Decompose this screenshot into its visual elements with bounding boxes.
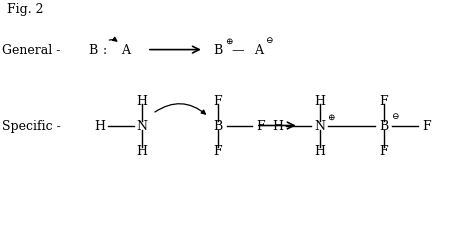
Text: F: F: [214, 145, 222, 158]
FancyArrowPatch shape: [109, 38, 117, 42]
Text: B: B: [213, 44, 223, 57]
Text: ⊕: ⊕: [327, 112, 334, 121]
Text: F: F: [422, 120, 431, 132]
Text: A: A: [254, 44, 263, 57]
Text: General -: General -: [2, 44, 61, 57]
Text: —: —: [232, 44, 245, 57]
Text: H: H: [314, 145, 326, 158]
Text: H: H: [94, 120, 105, 132]
Text: ⊕: ⊕: [225, 36, 232, 45]
Text: H: H: [137, 94, 148, 107]
Text: ⊖: ⊖: [265, 36, 273, 45]
Text: B: B: [379, 120, 389, 132]
Text: F: F: [380, 145, 388, 158]
Text: H: H: [137, 145, 148, 158]
Text: N: N: [137, 120, 148, 132]
Text: H: H: [272, 120, 283, 132]
Text: B: B: [213, 120, 223, 132]
Text: F: F: [214, 94, 222, 107]
Text: H: H: [314, 94, 326, 107]
FancyArrowPatch shape: [155, 104, 205, 114]
Text: F: F: [256, 120, 265, 132]
Text: N: N: [314, 120, 326, 132]
Text: ⊖: ⊖: [391, 112, 398, 121]
Text: B: B: [88, 44, 97, 57]
Text: Specific -: Specific -: [2, 120, 61, 132]
Text: F: F: [380, 94, 388, 107]
Text: Fig. 2: Fig. 2: [7, 3, 44, 16]
Text: A: A: [121, 44, 130, 57]
Text: :: :: [102, 44, 107, 56]
